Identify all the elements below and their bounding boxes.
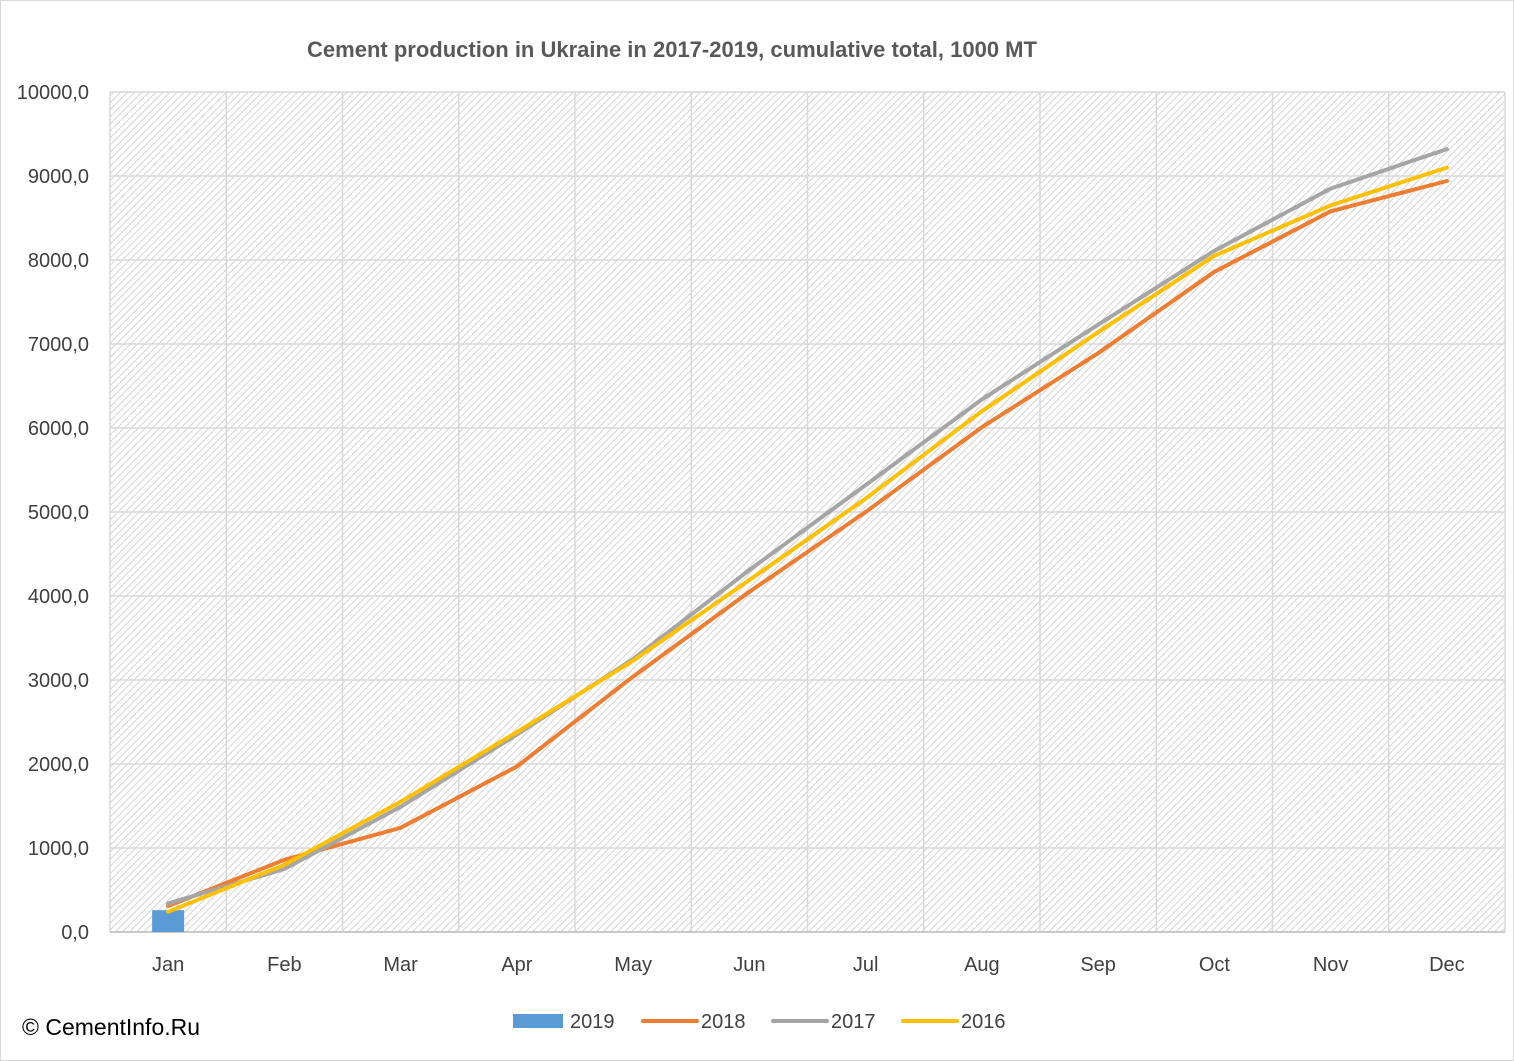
y-tick-label: 5000,0	[28, 502, 89, 524]
y-tick-label: 0,0	[61, 922, 89, 944]
line-series	[166, 147, 1449, 914]
y-tick-label: 1000,0	[28, 838, 89, 860]
y-tick-label: 6000,0	[28, 418, 89, 440]
x-tick-label: May	[614, 954, 652, 976]
copyright-notice: © CementInfo.Ru	[22, 1014, 201, 1040]
y-tick-label: 9000,0	[28, 166, 89, 188]
x-tick-label: Sep	[1080, 954, 1116, 976]
y-tick-label: 4000,0	[28, 586, 89, 608]
series-line-2016	[166, 165, 1449, 914]
legend-label-2019: 2019	[570, 1011, 615, 1033]
bar-series	[152, 910, 185, 932]
x-tick-label: Jul	[853, 954, 879, 976]
legend-label-2017: 2017	[831, 1011, 876, 1033]
x-tick-label: Aug	[964, 954, 1000, 976]
x-tick-label: Jun	[733, 954, 765, 976]
y-tick-label: 10000,0	[17, 82, 89, 104]
series-line-2018	[166, 179, 1449, 908]
y-axis-tick-labels: 0,0 1000,0 2000,0 3000,0 4000,0 5000,0 6000,0 7…	[17, 82, 89, 944]
y-tick-label: 3000,0	[28, 670, 89, 692]
series-line-2017	[166, 147, 1449, 906]
gridlines	[109, 91, 1506, 933]
legend-swatch-2019	[513, 1014, 563, 1028]
legend: 2019 2018 2017 2016	[513, 1011, 1006, 1033]
x-tick-label: Apr	[501, 954, 532, 976]
chart-title: Cement production in Ukraine in 2017-201…	[307, 37, 1037, 62]
x-axis-tick-labels: Jan Feb Mar Apr May Jun Jul Aug Sep Oct Nov Dec	[152, 954, 1465, 976]
legend-label-2016: 2016	[961, 1011, 1006, 1033]
x-tick-label: Mar	[383, 954, 418, 976]
x-tick-label: Oct	[1199, 954, 1231, 976]
x-tick-label: Feb	[267, 954, 301, 976]
y-tick-label: 2000,0	[28, 754, 89, 776]
y-tick-label: 8000,0	[28, 250, 89, 272]
x-tick-label: Dec	[1429, 954, 1465, 976]
legend-label-2018: 2018	[701, 1011, 746, 1033]
x-tick-label: Jan	[152, 954, 184, 976]
y-tick-label: 7000,0	[28, 334, 89, 356]
x-tick-label: Nov	[1313, 954, 1349, 976]
bar-2019-jan	[152, 910, 185, 932]
